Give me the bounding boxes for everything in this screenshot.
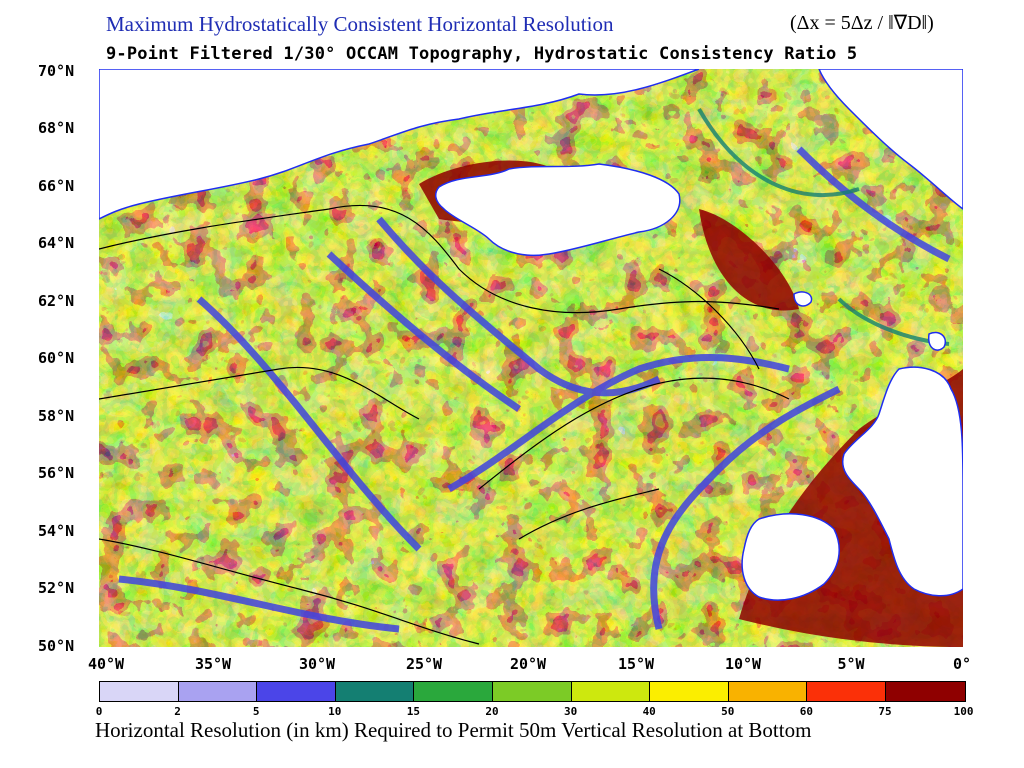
lon-label: 40°W xyxy=(87,655,125,673)
britain xyxy=(842,366,963,597)
faroes xyxy=(793,291,813,307)
lon-label: 15°W xyxy=(617,655,655,673)
colorbar-swatch xyxy=(100,682,179,701)
lat-label: 64°N xyxy=(38,234,75,252)
colorbar-tick-label: 100 xyxy=(953,705,974,718)
lon-label: 35°W xyxy=(194,655,232,673)
colorbar-swatch xyxy=(414,682,493,701)
lat-label: 68°N xyxy=(38,119,75,137)
lat-label: 70°N xyxy=(38,62,75,80)
lat-label: 60°N xyxy=(38,349,75,367)
lat-label: 56°N xyxy=(38,464,75,482)
lat-label: 66°N xyxy=(38,177,75,195)
lon-label: 0° xyxy=(952,655,972,673)
steep-slope-bands xyxy=(118,146,951,633)
colorbar-swatch xyxy=(650,682,729,701)
iceland xyxy=(434,163,681,257)
lon-label: 10°W xyxy=(724,655,762,673)
map-subtitle: 9-Point Filtered 1/30° OCCAM Topography,… xyxy=(106,44,858,64)
greenland-coast xyxy=(99,69,700,220)
lat-label: 52°N xyxy=(38,579,75,597)
norway xyxy=(818,69,963,210)
colorbar-tick-label: 10 xyxy=(328,705,342,718)
colorbar-swatch xyxy=(178,682,258,701)
lon-label: 25°W xyxy=(405,655,443,673)
colorbar-tick-label: 60 xyxy=(799,705,814,718)
lon-label: 5°W xyxy=(837,655,865,673)
colorbar-tick-label: 20 xyxy=(485,705,499,718)
colorbar-swatch xyxy=(492,682,572,701)
lat-label: 50°N xyxy=(38,637,75,655)
lat-label: 54°N xyxy=(38,522,75,540)
colorbar-tick-label: 50 xyxy=(721,705,735,718)
land-masses xyxy=(99,69,963,601)
lat-label: 58°N xyxy=(38,407,75,425)
colorbar-tick-label: 75 xyxy=(878,705,892,718)
colorbar xyxy=(99,681,966,702)
shetland xyxy=(928,331,946,351)
colorbar-tick-label: 40 xyxy=(642,705,656,718)
colorbar-swatch xyxy=(728,682,808,701)
colorbar-tick-label: 0 xyxy=(95,705,103,718)
colorbar-caption: Horizontal Resolution (in km) Required t… xyxy=(95,718,812,742)
map-title: Maximum Hydrostatically Consistent Horiz… xyxy=(106,12,614,36)
resolution-map xyxy=(99,69,963,647)
ireland xyxy=(741,513,840,601)
colorbar-swatch xyxy=(807,682,886,701)
lon-label: 20°W xyxy=(509,655,547,673)
lat-label: 62°N xyxy=(38,292,75,310)
colorbar-tick-label: 5 xyxy=(252,705,260,718)
colorbar-swatch xyxy=(335,682,415,701)
colorbar-tick-label: 2 xyxy=(174,705,181,718)
colorbar-tick-label: 15 xyxy=(406,705,421,718)
lon-label: 30°W xyxy=(298,655,336,673)
colorbar-swatch xyxy=(885,682,965,701)
formula-label: (Δx = 5Δz / ‖∇D‖) xyxy=(790,12,934,34)
depth-contours xyxy=(99,204,790,645)
colorbar-swatch xyxy=(571,682,651,701)
colorbar-tick-label: 30 xyxy=(563,705,578,718)
colorbar-swatch xyxy=(257,682,336,701)
